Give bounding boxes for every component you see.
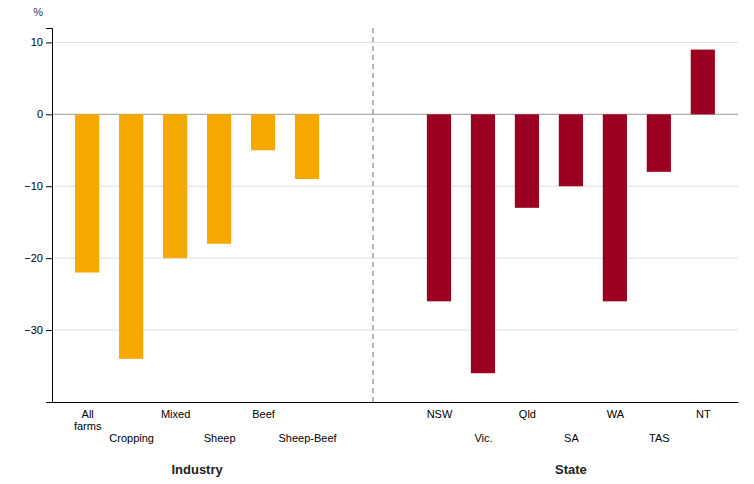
x-tick: Sheep xyxy=(204,432,236,444)
bar xyxy=(559,114,583,186)
grid xyxy=(52,42,738,330)
x-tick-label: Mixed xyxy=(161,408,190,420)
grid-line xyxy=(52,114,738,115)
y-tick-mark xyxy=(46,114,52,115)
x-tick: Beef xyxy=(252,408,276,420)
y-tick: −20 xyxy=(24,252,52,264)
x-tick-label: Sheep-Beef xyxy=(278,432,337,444)
y-tick: −10 xyxy=(24,180,52,192)
x-tick-label: TAS xyxy=(649,432,670,444)
y-tick-label: 10 xyxy=(31,36,43,48)
y-tick-mark xyxy=(46,42,52,43)
x-tick-label: SA xyxy=(564,432,579,444)
bar xyxy=(427,114,451,301)
x-tick-label: Vic. xyxy=(474,432,492,444)
x-tick: TAS xyxy=(649,432,670,444)
y-tick-label: −10 xyxy=(24,180,43,192)
x-tick-label: NT xyxy=(696,408,711,420)
x-tick: Vic. xyxy=(474,432,492,444)
bars xyxy=(75,50,715,374)
y-axis-line xyxy=(46,29,53,403)
divider xyxy=(372,28,373,402)
grid-line xyxy=(52,186,738,187)
bar xyxy=(251,114,275,150)
y-tick-label: −20 xyxy=(24,252,43,264)
bar xyxy=(515,114,539,208)
x-tick: Mixed xyxy=(161,408,190,420)
y-axis: 10 0 −10 −20 −30 xyxy=(24,29,52,403)
bar xyxy=(119,114,143,359)
bar-series xyxy=(427,50,715,374)
x-tick: NT xyxy=(696,408,711,420)
bar xyxy=(471,114,495,373)
x-tick-label: WA xyxy=(607,408,625,420)
bar xyxy=(691,50,715,115)
x-tick: Cropping xyxy=(109,432,154,444)
y-tick-mark xyxy=(46,330,52,331)
y-axis-label: % xyxy=(33,6,43,18)
bar xyxy=(207,114,231,243)
y-tick-mark xyxy=(46,186,52,187)
grid-line xyxy=(52,330,738,331)
y-tick-label: 0 xyxy=(37,108,43,120)
y-tick: −30 xyxy=(24,324,52,336)
chart: 10 0 −10 −20 −30% Allfarms Cropping Mixed Sheep B… xyxy=(0,0,754,484)
x-axis-line xyxy=(53,402,739,403)
x-tick-label: Sheep xyxy=(204,432,236,444)
bar xyxy=(295,114,319,179)
x-tick: Sheep-Beef xyxy=(278,432,337,444)
bar xyxy=(163,114,187,258)
x-axis: Allfarms Cropping Mixed Sheep BeefSheep-Beef… xyxy=(53,403,739,444)
group-label: State xyxy=(555,462,587,477)
bar xyxy=(647,114,671,172)
x-tick: NSW xyxy=(427,408,453,420)
grid-line xyxy=(52,42,738,43)
x-tick: SA xyxy=(564,432,579,444)
x-tick: Qld xyxy=(519,408,536,420)
x-tick-label: NSW xyxy=(427,408,453,420)
y-tick: 0 xyxy=(37,108,52,120)
x-tick: Allfarms xyxy=(74,408,102,432)
y-tick-label: −30 xyxy=(24,324,43,336)
x-tick-label: Cropping xyxy=(109,432,154,444)
x-tick-label: Beef xyxy=(252,408,276,420)
plot: 10 0 −10 −20 −30% Allfarms Cropping Mixed Sheep B… xyxy=(24,6,738,477)
bar xyxy=(75,114,99,272)
y-tick: 10 xyxy=(31,36,52,48)
group-label: Industry xyxy=(171,462,223,477)
x-tick-label: Allfarms xyxy=(74,408,102,432)
bar-series xyxy=(75,114,319,359)
x-tick: WA xyxy=(607,408,625,420)
y-tick-mark xyxy=(46,258,52,259)
x-tick-label: Qld xyxy=(519,408,536,420)
bar xyxy=(603,114,627,301)
grid-line xyxy=(52,258,738,259)
